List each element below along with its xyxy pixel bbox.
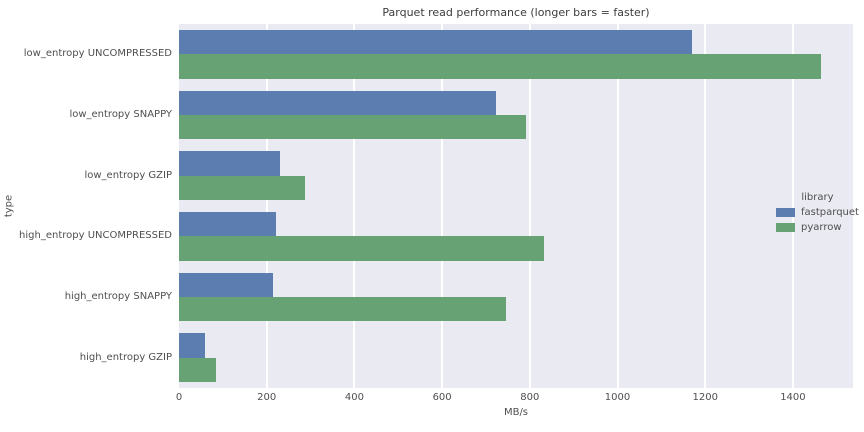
legend-title: library xyxy=(801,192,834,203)
legend-item: pyarrow xyxy=(776,220,859,235)
legend-swatch-pyarrow xyxy=(776,223,795,232)
plot-area xyxy=(179,24,853,388)
chart-title: Parquet read performance (longer bars = … xyxy=(382,6,650,19)
legend-label: pyarrow xyxy=(801,222,842,233)
y-tick-label: high_entropy UNCOMPRESSED xyxy=(19,230,172,242)
bar-fastparquet xyxy=(179,151,280,176)
x-tick-label: 800 xyxy=(520,392,540,403)
x-tick-label: 0 xyxy=(175,392,183,403)
y-tick-label: low_entropy GZIP xyxy=(84,169,172,181)
x-tick-labels: 0 200 400 600 800 1000 1200 1400 xyxy=(176,392,853,406)
x-tick-label: 1000 xyxy=(604,392,631,403)
bar-pyarrow xyxy=(179,175,305,200)
bar-pyarrow xyxy=(179,297,506,322)
bar-pyarrow xyxy=(179,54,822,79)
y-tick-label: low_entropy SNAPPY xyxy=(69,109,172,120)
y-tick-label: low_entropy UNCOMPRESSED xyxy=(23,48,172,60)
bar-fastparquet xyxy=(179,30,693,55)
bar-pyarrow xyxy=(179,357,216,382)
bar-pyarrow xyxy=(179,236,544,261)
gridline xyxy=(791,24,794,388)
y-tick-label: high_entropy GZIP xyxy=(79,351,172,363)
bar-fastparquet xyxy=(179,333,205,358)
y-tick-label: high_entropy SNAPPY xyxy=(64,291,172,302)
y-tick-labels: low_entropy UNCOMPRESSED low_entropy SNAP… xyxy=(0,24,172,388)
bar-fastparquet xyxy=(179,272,273,297)
x-tick-label: 200 xyxy=(257,392,277,403)
bar-pyarrow xyxy=(179,115,526,140)
legend-label: fastparquet xyxy=(801,207,859,218)
x-tick-label: 600 xyxy=(432,392,452,403)
gridline xyxy=(616,24,619,388)
gridline xyxy=(528,24,531,388)
gridline xyxy=(441,24,444,388)
bar-fastparquet xyxy=(179,212,276,237)
legend-item: fastparquet xyxy=(776,205,859,220)
x-tick-label: 1400 xyxy=(780,392,806,403)
x-axis-label: MB/s xyxy=(503,407,529,418)
bar-fastparquet xyxy=(179,90,497,115)
gridline xyxy=(353,24,356,388)
gridline xyxy=(265,24,268,388)
gridline xyxy=(704,24,707,388)
x-tick-label: 1200 xyxy=(692,392,718,403)
legend-swatch-fastparquet xyxy=(776,208,795,217)
legend: library fastparquet pyarrow xyxy=(776,192,859,235)
x-tick-label: 400 xyxy=(344,392,364,403)
